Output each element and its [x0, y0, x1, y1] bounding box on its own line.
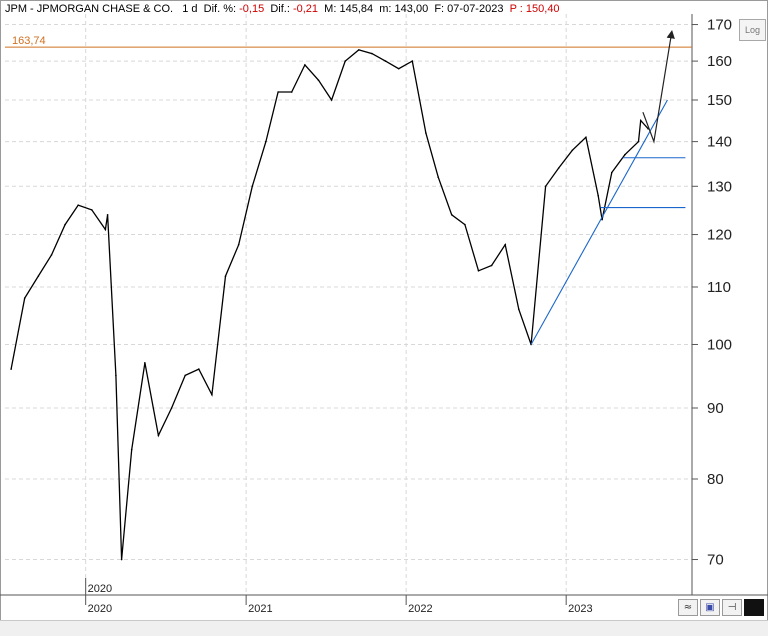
price-point — [304, 64, 306, 66]
dif-pct-label: Dif. %: — [203, 3, 237, 15]
symbol-name: JPM - JPMORGAN CHASE & CO. — [5, 3, 174, 15]
projection-arrow — [642, 30, 675, 144]
price-point — [157, 434, 160, 437]
price-point — [290, 91, 293, 93]
price-point — [544, 185, 547, 188]
price-point — [384, 60, 387, 62]
price-point — [104, 228, 107, 231]
status-strip — [0, 620, 768, 636]
price-point — [91, 209, 93, 211]
price-point — [518, 308, 520, 311]
price-point — [639, 119, 642, 122]
price-point — [371, 52, 373, 55]
dif-value: -0,21 — [292, 3, 319, 15]
y-tick-label: 140 — [707, 134, 732, 151]
date-value: 07-07-2023 — [447, 3, 504, 15]
price-point — [130, 448, 133, 451]
y-tick-label: 90 — [707, 400, 724, 417]
dif-pct-value: -0,15 — [239, 3, 265, 15]
min-label: m: — [379, 3, 392, 15]
x-tick-label: 2022 — [408, 603, 432, 615]
price-point — [224, 275, 227, 277]
price-point — [464, 223, 466, 226]
price-point — [197, 368, 200, 370]
y-tick-label: 130 — [707, 178, 732, 195]
price-point — [211, 393, 213, 396]
price-point — [344, 60, 347, 62]
dif-label: Dif.: — [270, 3, 290, 15]
price-point — [557, 167, 560, 169]
price-point — [170, 407, 173, 409]
uptrend-line — [530, 99, 668, 345]
y-tick-label: 160 — [707, 53, 732, 70]
price-point — [477, 269, 480, 272]
price-point — [358, 49, 360, 51]
y-tick-label: 120 — [707, 227, 732, 244]
wave-icon[interactable]: ≈ — [678, 599, 698, 616]
price-point — [265, 140, 267, 143]
price-point — [120, 558, 123, 561]
max-value: 145,84 — [339, 3, 374, 15]
max-label: M: — [324, 3, 337, 15]
y-tick-label: 70 — [707, 552, 724, 569]
log-scale-button[interactable]: Log — [739, 19, 766, 41]
price-point — [437, 176, 439, 178]
price-point — [237, 243, 240, 246]
chart-header: JPM - JPMORGAN CHASE & CO. 1 d Dif. %: -… — [5, 3, 560, 15]
x-tick-label: 2020 — [88, 603, 112, 615]
y-tick-label: 100 — [707, 336, 732, 353]
price-point — [624, 153, 626, 156]
price-point — [37, 275, 40, 277]
price-point — [64, 223, 66, 226]
price-point — [10, 368, 12, 370]
price-point — [597, 194, 599, 197]
save-icon[interactable]: ▣ — [700, 599, 720, 616]
price-point — [397, 67, 400, 70]
price-point — [251, 185, 254, 188]
price-value: 150,40 — [525, 3, 560, 15]
x-mid-label: 2020 — [88, 583, 112, 595]
y-tick-label: 80 — [707, 471, 724, 488]
price-point — [23, 297, 26, 299]
resistance-label: 163,74 — [12, 35, 46, 47]
price-point — [425, 132, 427, 134]
price-point — [317, 79, 320, 82]
price-point — [571, 149, 574, 152]
price-point — [411, 60, 414, 62]
price-point — [601, 218, 603, 221]
price-point — [490, 264, 493, 267]
y-tick-label: 150 — [707, 92, 732, 109]
price-point — [77, 204, 80, 206]
y-tick-label: 170 — [707, 17, 732, 34]
y-tick-label: 110 — [707, 279, 731, 296]
min-value: 143,00 — [394, 3, 429, 15]
price-point — [450, 213, 453, 216]
x-tick-label: 2023 — [568, 603, 592, 615]
date-label: F: — [434, 3, 445, 15]
price-point — [50, 254, 53, 256]
price-point — [610, 171, 613, 174]
interval: 1 d — [182, 3, 198, 15]
price-point — [330, 99, 333, 101]
price-point — [637, 140, 640, 143]
chart-toolbar: ≈ ▣ ⊣ — [678, 599, 764, 616]
price-point — [277, 91, 279, 93]
x-tick-label: 2021 — [248, 603, 272, 615]
price-point — [106, 213, 109, 216]
price-label: P : — [509, 3, 523, 15]
color-swatch-icon[interactable] — [744, 599, 764, 616]
price-point — [184, 374, 186, 377]
price-point — [504, 243, 507, 246]
pin-icon[interactable]: ⊣ — [722, 599, 742, 616]
price-point — [144, 362, 146, 364]
price-point — [115, 374, 117, 377]
price-series-line — [10, 49, 649, 560]
price-point — [585, 136, 587, 139]
